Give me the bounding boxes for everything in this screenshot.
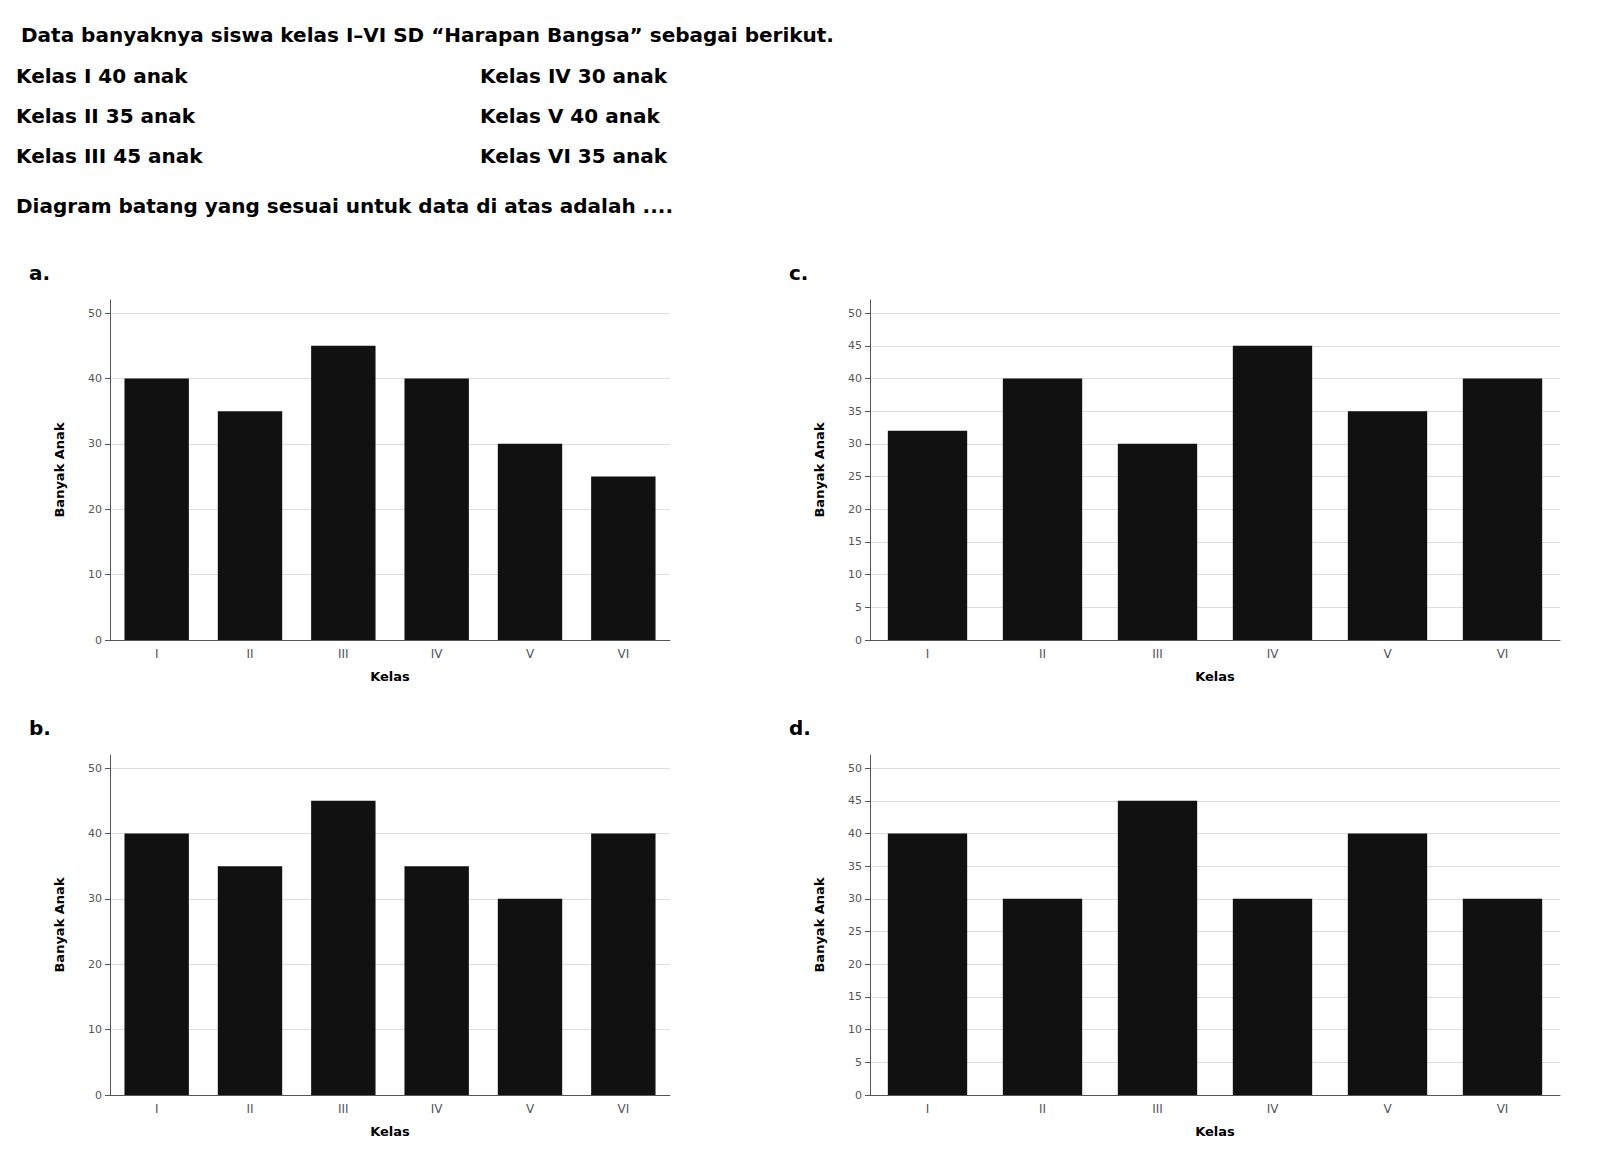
svg-text:Banyak Anak: Banyak Anak <box>812 422 827 517</box>
svg-text:V: V <box>526 647 535 661</box>
svg-text:10: 10 <box>88 568 102 581</box>
svg-text:IV: IV <box>1267 1102 1280 1116</box>
svg-text:V: V <box>1383 647 1392 661</box>
svg-text:40: 40 <box>88 372 102 385</box>
svg-text:Diagram batang yang sesuai unt: Diagram batang yang sesuai untuk data di… <box>16 194 673 218</box>
svg-text:IV: IV <box>431 1102 444 1116</box>
svg-text:II: II <box>246 1102 253 1116</box>
svg-text:VI: VI <box>1497 647 1509 661</box>
svg-text:20: 20 <box>848 503 862 516</box>
svg-text:Banyak Anak: Banyak Anak <box>52 877 67 972</box>
svg-text:25: 25 <box>848 925 862 938</box>
svg-text:50: 50 <box>88 762 102 775</box>
svg-text:0: 0 <box>95 1089 102 1102</box>
svg-text:c.: c. <box>789 261 808 285</box>
svg-text:50: 50 <box>88 307 102 320</box>
svg-text:35: 35 <box>848 860 862 873</box>
svg-text:Kelas III 45 anak: Kelas III 45 anak <box>16 144 203 168</box>
svg-text:10: 10 <box>848 568 862 581</box>
svg-text:IV: IV <box>1267 647 1280 661</box>
svg-text:Banyak Anak: Banyak Anak <box>812 877 827 972</box>
svg-text:I: I <box>926 647 930 661</box>
svg-text:30: 30 <box>88 437 102 450</box>
svg-text:Kelas: Kelas <box>370 669 410 684</box>
svg-text:15: 15 <box>848 535 862 548</box>
svg-text:Kelas: Kelas <box>1195 1124 1235 1139</box>
svg-text:25: 25 <box>848 470 862 483</box>
svg-text:40: 40 <box>848 372 862 385</box>
svg-text:II: II <box>1039 1102 1046 1116</box>
svg-text:30: 30 <box>88 892 102 905</box>
svg-text:Kelas IV 30 anak: Kelas IV 30 anak <box>480 64 668 88</box>
svg-text:45: 45 <box>848 794 862 807</box>
svg-text:5: 5 <box>855 601 862 614</box>
svg-text:b.: b. <box>29 716 51 740</box>
svg-text:5: 5 <box>855 1056 862 1069</box>
svg-text:20: 20 <box>848 958 862 971</box>
svg-text:V: V <box>526 1102 535 1116</box>
svg-text:III: III <box>1152 647 1163 661</box>
svg-text:40: 40 <box>848 827 862 840</box>
svg-text:50: 50 <box>848 307 862 320</box>
svg-text:Kelas I 40 anak: Kelas I 40 anak <box>16 64 188 88</box>
svg-text:Kelas VI 35 anak: Kelas VI 35 anak <box>480 144 668 168</box>
svg-text:50: 50 <box>848 762 862 775</box>
svg-text:V: V <box>1383 1102 1392 1116</box>
svg-text:I: I <box>155 647 159 661</box>
svg-text:15: 15 <box>848 990 862 1003</box>
svg-text:Kelas II 35 anak: Kelas II 35 anak <box>16 104 196 128</box>
svg-text:0: 0 <box>855 1089 862 1102</box>
svg-text:Kelas: Kelas <box>370 1124 410 1139</box>
svg-text:VI: VI <box>617 647 629 661</box>
svg-text:20: 20 <box>88 503 102 516</box>
svg-text:10: 10 <box>88 1023 102 1036</box>
svg-text:30: 30 <box>848 892 862 905</box>
svg-text:0: 0 <box>855 634 862 647</box>
svg-text:35: 35 <box>848 405 862 418</box>
svg-text:a.: a. <box>29 261 50 285</box>
svg-text:Kelas: Kelas <box>1195 669 1235 684</box>
svg-text:VI: VI <box>617 1102 629 1116</box>
svg-text:I: I <box>926 1102 930 1116</box>
svg-text:III: III <box>338 647 349 661</box>
svg-text:IV: IV <box>431 647 444 661</box>
svg-text:III: III <box>1152 1102 1163 1116</box>
svg-text:Banyak Anak: Banyak Anak <box>52 422 67 517</box>
svg-text:II: II <box>1039 647 1046 661</box>
svg-text:0: 0 <box>95 634 102 647</box>
svg-text:I: I <box>155 1102 159 1116</box>
svg-text:III: III <box>338 1102 349 1116</box>
svg-text:VI: VI <box>1497 1102 1509 1116</box>
svg-text:d.: d. <box>789 716 811 740</box>
svg-text:Data banyaknya siswa kelas I–V: Data banyaknya siswa kelas I–VI SD “Hara… <box>21 23 834 47</box>
svg-text:30: 30 <box>848 437 862 450</box>
svg-text:40: 40 <box>88 827 102 840</box>
svg-text:10: 10 <box>848 1023 862 1036</box>
svg-text:20: 20 <box>88 958 102 971</box>
svg-text:II: II <box>246 647 253 661</box>
svg-text:45: 45 <box>848 339 862 352</box>
svg-text:Kelas V 40 anak: Kelas V 40 anak <box>480 104 660 128</box>
